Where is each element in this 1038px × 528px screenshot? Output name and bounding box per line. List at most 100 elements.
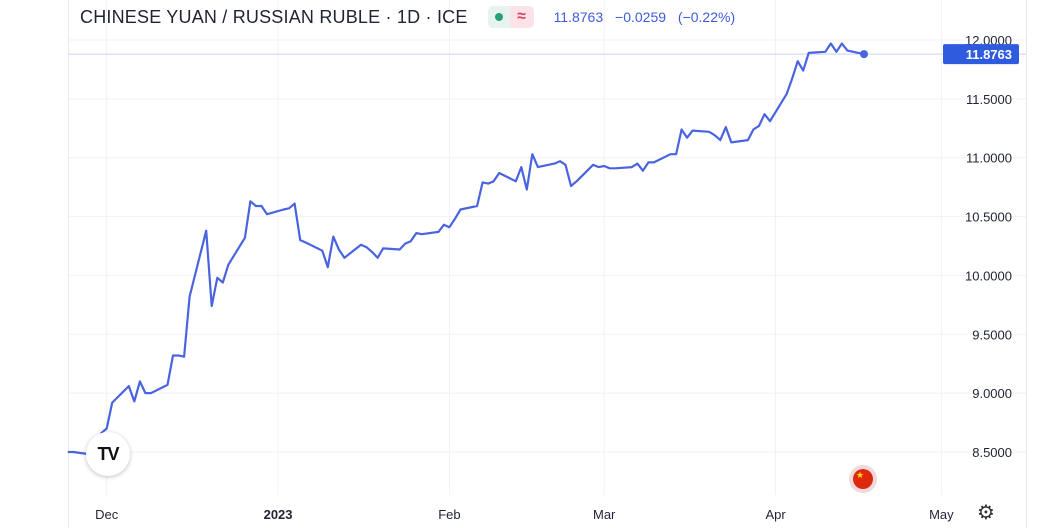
data-point bbox=[692, 130, 694, 132]
data-point bbox=[106, 427, 108, 430]
x-tick-label: May bbox=[929, 507, 954, 522]
china-flag-icon[interactable]: ★ bbox=[849, 465, 877, 493]
data-point bbox=[570, 185, 572, 187]
last-price-label: 11.8763 bbox=[943, 44, 1019, 65]
quote-values: 11.8763 −0.0259 (−0.22%) bbox=[554, 9, 744, 25]
data-point bbox=[592, 164, 594, 166]
y-tick-label: 10.0000 bbox=[965, 268, 1012, 283]
price-axis: 12.000011.500011.000010.500010.00009.500… bbox=[965, 33, 1012, 460]
data-point bbox=[808, 52, 810, 54]
y-tick-label: 9.0000 bbox=[972, 386, 1012, 401]
data-point bbox=[791, 78, 793, 80]
data-point bbox=[603, 165, 605, 167]
data-point bbox=[714, 134, 716, 136]
data-point bbox=[763, 113, 766, 115]
price-change: −0.0259 bbox=[615, 9, 667, 25]
last-price-dot bbox=[860, 50, 868, 59]
data-point bbox=[653, 161, 655, 164]
data-point bbox=[769, 120, 771, 122]
data-point bbox=[802, 70, 804, 72]
data-point bbox=[708, 131, 710, 133]
data-point bbox=[382, 247, 384, 249]
y-tick-label: 11.5000 bbox=[966, 92, 1012, 107]
data-point bbox=[216, 277, 218, 279]
data-point bbox=[244, 237, 246, 239]
data-point bbox=[288, 207, 290, 209]
data-point bbox=[305, 241, 307, 244]
data-point bbox=[725, 126, 727, 128]
data-point bbox=[211, 305, 213, 307]
data-point bbox=[139, 380, 141, 382]
data-point bbox=[493, 180, 495, 182]
data-point bbox=[559, 160, 561, 162]
data-point bbox=[758, 125, 760, 127]
x-tick-label: Feb bbox=[438, 507, 460, 522]
green-dot-icon bbox=[487, 6, 510, 28]
data-point bbox=[520, 166, 522, 168]
data-point bbox=[144, 392, 146, 394]
data-point bbox=[227, 264, 229, 266]
data-point bbox=[647, 161, 650, 164]
data-point bbox=[719, 139, 721, 141]
data-point bbox=[669, 153, 672, 155]
data-point bbox=[448, 226, 451, 228]
data-point bbox=[631, 166, 633, 168]
y-tick-label: 9.5000 bbox=[972, 327, 1012, 342]
svg-text:11.8763: 11.8763 bbox=[966, 47, 1012, 62]
x-tick-label: Dec bbox=[95, 507, 119, 522]
data-point bbox=[67, 451, 69, 453]
x-tick-label: Apr bbox=[765, 507, 786, 522]
data-point bbox=[294, 203, 296, 205]
data-point bbox=[332, 235, 334, 238]
data-point bbox=[564, 164, 567, 166]
data-point bbox=[481, 181, 484, 184]
data-point bbox=[133, 400, 135, 402]
data-point bbox=[636, 163, 638, 165]
vertical-gridlines bbox=[106, 0, 942, 495]
data-point bbox=[205, 230, 207, 232]
data-point bbox=[680, 128, 683, 131]
data-point bbox=[797, 60, 799, 62]
data-point bbox=[824, 51, 826, 53]
price-scale-border bbox=[1026, 0, 1027, 528]
x-tick-label: 2023 bbox=[264, 507, 293, 522]
data-point bbox=[338, 248, 340, 251]
data-point bbox=[260, 205, 263, 207]
data-point bbox=[166, 384, 169, 386]
horizontal-gridlines bbox=[69, 39, 1026, 453]
gear-icon[interactable]: ⚙ bbox=[977, 502, 995, 524]
data-point bbox=[614, 167, 616, 169]
time-axis: Dec 2023 Feb Mar Apr May bbox=[95, 507, 954, 522]
data-point bbox=[360, 244, 362, 246]
data-point bbox=[747, 139, 749, 141]
last-price: 11.8763 bbox=[553, 9, 604, 25]
data-point bbox=[365, 246, 368, 248]
symbol-title[interactable]: CHINESE YUAN / RUSSIAN RUBLE · 1D · ICE bbox=[80, 6, 468, 27]
data-point bbox=[437, 231, 439, 233]
data-point bbox=[111, 401, 113, 404]
data-point bbox=[675, 153, 677, 155]
data-point bbox=[255, 205, 257, 207]
data-point bbox=[835, 51, 837, 53]
data-point bbox=[526, 188, 528, 191]
tradingview-logo-icon[interactable]: TV bbox=[86, 432, 130, 476]
data-point bbox=[343, 257, 345, 259]
data-point bbox=[515, 180, 517, 182]
data-point bbox=[686, 137, 688, 139]
data-point bbox=[177, 354, 180, 357]
y-tick-label: 10.5000 bbox=[965, 210, 1012, 225]
data-point bbox=[598, 166, 600, 168]
data-point bbox=[421, 233, 423, 235]
data-point bbox=[487, 183, 489, 185]
price-change-percent: (−0.22%) bbox=[677, 9, 736, 25]
symbol-badges: ≈ bbox=[487, 6, 534, 28]
data-point bbox=[841, 42, 843, 45]
data-point bbox=[830, 42, 832, 45]
data-point bbox=[609, 167, 611, 169]
data-point bbox=[846, 49, 849, 52]
data-point bbox=[498, 172, 500, 174]
y-tick-label: 8.5000 bbox=[972, 445, 1012, 460]
x-tick-label: Mar bbox=[593, 507, 616, 522]
data-point bbox=[553, 163, 556, 165]
